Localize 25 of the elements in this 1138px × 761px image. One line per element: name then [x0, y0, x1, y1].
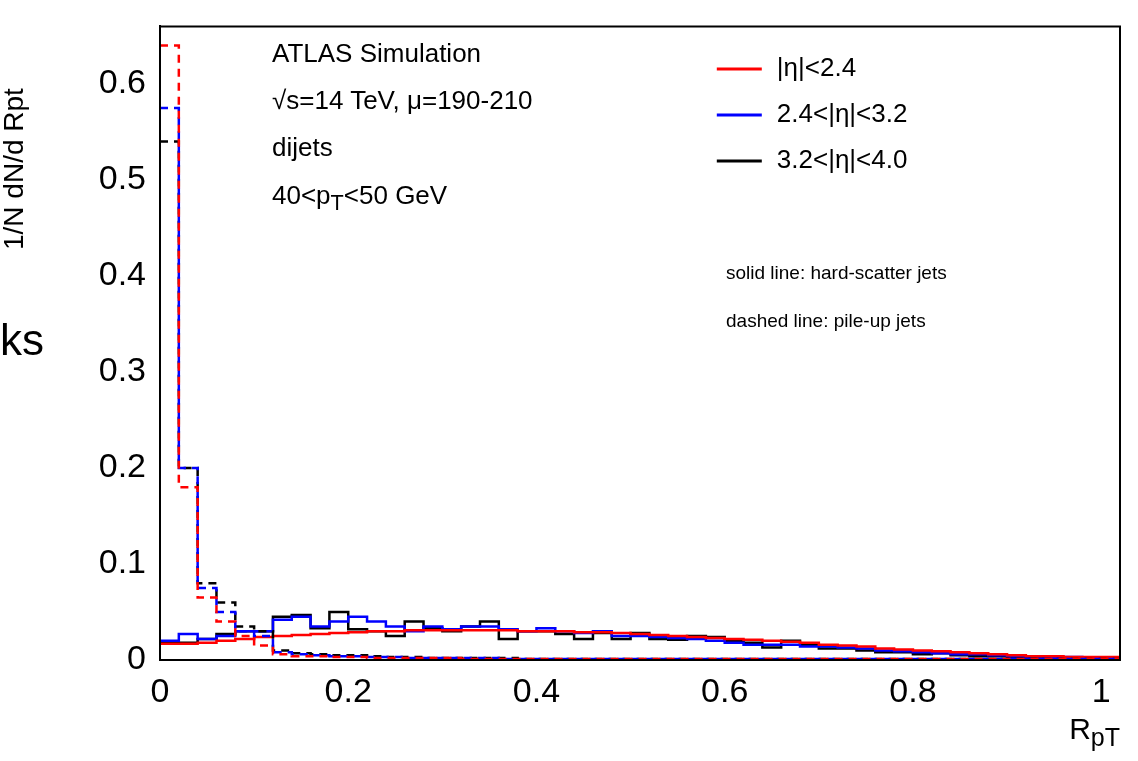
annotation: solid line: hard-scatter jets	[726, 262, 947, 284]
x-tick-label: 0	[150, 670, 170, 709]
legend-label: |η|<2.4	[776, 52, 857, 83]
legend-label: 3.2<|η|<4.0	[776, 144, 908, 175]
text: ks	[0, 315, 44, 365]
annotation: ATLAS Simulation	[272, 38, 482, 69]
annotation: 40<p$_{T}$<50 GeV	[272, 180, 448, 217]
y-tick-label: 0.5	[98, 158, 146, 197]
y-tick-label: 0	[127, 638, 146, 677]
annotation: dijets	[272, 132, 333, 163]
x-tick-label: 0.8	[889, 670, 937, 709]
y-tick-label: 0.3	[98, 350, 146, 389]
y-tick-label: 0.1	[98, 542, 146, 581]
legend-label: 2.4<|η|<3.2	[776, 98, 908, 129]
x-tick-label: 1	[1091, 670, 1111, 709]
x-axis-title: R$_{pT}$	[1069, 712, 1120, 752]
annotation: √s=14 TeV, μ=190-210	[272, 85, 533, 116]
y-tick-label: 0.6	[98, 62, 146, 101]
x-tick-label: 0.4	[512, 670, 561, 709]
y-tick-label: 0.2	[98, 446, 146, 485]
x-tick-label: 0.2	[324, 670, 372, 709]
x-tick-label: 0.6	[701, 670, 749, 709]
annotation: dashed line: pile-up jets	[726, 310, 926, 332]
y-tick-label: 0.4	[98, 254, 146, 293]
y-axis-title: 1/N dN/d Rpt	[0, 88, 30, 250]
